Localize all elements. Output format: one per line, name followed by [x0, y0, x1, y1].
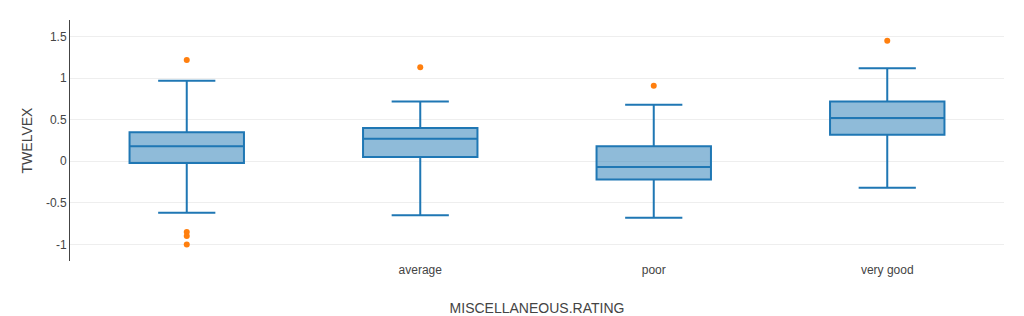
svg-text:1: 1: [60, 71, 67, 85]
svg-text:-1: -1: [56, 238, 67, 252]
svg-text:MISCELLANEOUS.RATING: MISCELLANEOUS.RATING: [450, 300, 625, 316]
svg-text:average: average: [399, 263, 443, 277]
svg-text:-0.5: -0.5: [46, 196, 67, 210]
svg-text:very good: very good: [861, 263, 914, 277]
svg-text:1.5: 1.5: [50, 30, 67, 44]
svg-text:0.5: 0.5: [50, 113, 67, 127]
svg-text:poor: poor: [642, 263, 666, 277]
svg-text:0: 0: [60, 154, 67, 168]
svg-text:TWELVEX: TWELVEX: [19, 107, 35, 174]
